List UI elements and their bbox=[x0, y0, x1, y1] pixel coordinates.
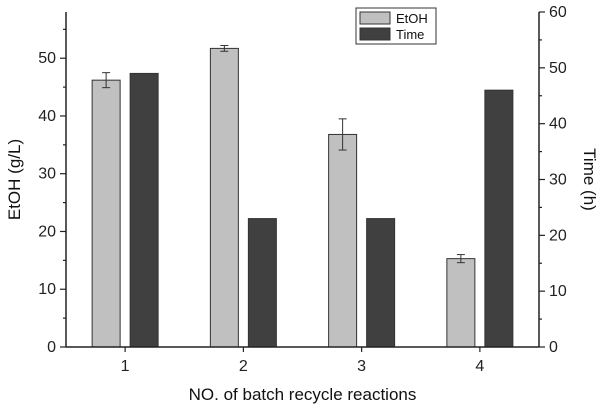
bar-time-4 bbox=[484, 89, 514, 348]
bar-time-3 bbox=[366, 218, 396, 348]
legend-swatch-time bbox=[359, 27, 391, 41]
bar-time-2 bbox=[247, 218, 277, 348]
x-tick-label-4: 4 bbox=[475, 358, 484, 375]
x-axis-title: NO. of batch recycle reactions bbox=[189, 385, 417, 404]
x-tick-label-1: 1 bbox=[121, 358, 130, 375]
left-tick-label: 20 bbox=[38, 223, 56, 240]
legend-swatch-etoh bbox=[359, 11, 391, 25]
bar-etoh-3 bbox=[328, 133, 358, 348]
left-tick-label: 10 bbox=[38, 281, 56, 298]
x-tick-label-2: 2 bbox=[239, 358, 248, 375]
bars-layer bbox=[91, 47, 514, 348]
legend-label-etoh: EtOH bbox=[396, 11, 428, 26]
right-tick-label: 50 bbox=[549, 60, 567, 77]
legend-label-time: Time bbox=[396, 27, 424, 42]
right-y-axis-title: Time (h) bbox=[580, 148, 598, 211]
right-tick-label: 30 bbox=[549, 172, 567, 189]
right-tick-label: 60 bbox=[549, 4, 567, 21]
bar-time-1 bbox=[129, 72, 159, 348]
legend: EtOH Time bbox=[355, 7, 437, 45]
right-tick-label: 0 bbox=[549, 339, 558, 356]
left-tick-label: 30 bbox=[38, 166, 56, 183]
error-bars-layer bbox=[102, 45, 465, 264]
left-tick-label: 50 bbox=[38, 50, 56, 67]
left-y-axis-title: EtOH (g/L) bbox=[5, 139, 24, 220]
x-tick-label-3: 3 bbox=[357, 358, 366, 375]
x-ticks: 1 2 3 4 bbox=[121, 347, 484, 375]
left-tick-label: 0 bbox=[47, 339, 56, 356]
left-tick-label: 40 bbox=[38, 108, 56, 125]
bar-etoh-2 bbox=[209, 47, 239, 348]
bar-etoh-4 bbox=[446, 258, 476, 348]
left-y-ticks: 0 10 20 30 40 50 bbox=[38, 28, 66, 356]
bar-etoh-1 bbox=[91, 79, 121, 348]
right-y-ticks: 0 10 20 30 40 50 60 bbox=[539, 4, 567, 356]
right-tick-label: 10 bbox=[549, 283, 567, 300]
right-tick-label: 20 bbox=[549, 227, 567, 244]
right-tick-label: 40 bbox=[549, 116, 567, 133]
